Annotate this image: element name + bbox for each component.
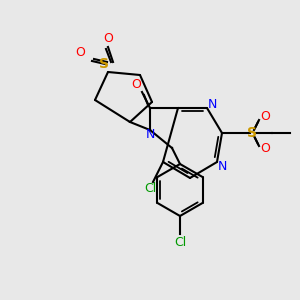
- Text: N: N: [207, 98, 217, 110]
- Text: O: O: [260, 142, 270, 155]
- Text: O: O: [260, 110, 270, 124]
- Text: N: N: [217, 160, 227, 172]
- Text: N: N: [145, 128, 155, 140]
- Text: S: S: [247, 126, 257, 140]
- Text: S: S: [99, 57, 109, 71]
- Text: Cl: Cl: [174, 236, 186, 248]
- Text: Cl: Cl: [144, 182, 156, 196]
- Text: O: O: [103, 32, 113, 44]
- Text: O: O: [131, 79, 141, 92]
- Text: O: O: [75, 46, 85, 59]
